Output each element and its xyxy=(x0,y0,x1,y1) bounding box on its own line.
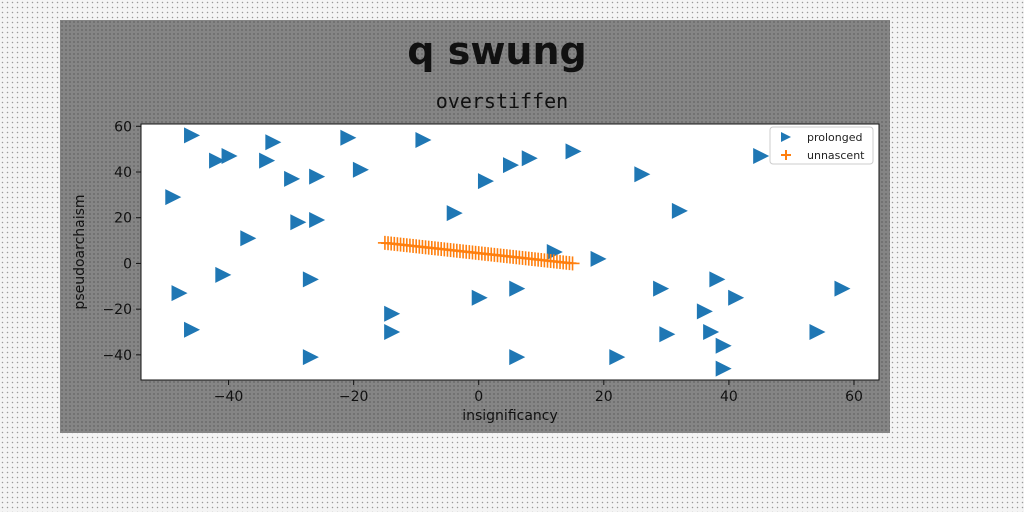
legend: prolonged unnascent xyxy=(769,126,874,165)
data-point-prolonged xyxy=(590,250,607,267)
data-point-prolonged xyxy=(634,166,651,183)
data-point-prolonged xyxy=(384,324,401,340)
y-tick-label: −40 xyxy=(102,348,132,364)
legend-box xyxy=(769,126,874,165)
y-tick-label: −20 xyxy=(102,302,132,318)
data-point-prolonged xyxy=(609,349,626,366)
data-point-prolonged xyxy=(302,349,319,366)
data-point-prolonged xyxy=(503,157,519,174)
data-point-prolonged xyxy=(209,152,226,169)
data-point-prolonged xyxy=(653,280,670,297)
data-point-prolonged xyxy=(284,170,301,187)
data-point-prolonged xyxy=(471,289,488,306)
y-tick-label: 20 xyxy=(114,211,132,227)
x-tick-label: −40 xyxy=(214,389,244,405)
data-point-prolonged xyxy=(240,230,257,247)
y-tick-label: 0 xyxy=(123,256,132,272)
data-point-prolonged xyxy=(290,214,307,231)
data-point-prolonged xyxy=(509,349,526,366)
data-point-prolonged xyxy=(302,271,319,288)
plot-frame xyxy=(140,123,880,381)
y-tick-label: 60 xyxy=(114,119,132,135)
data-point-prolonged xyxy=(446,205,463,222)
data-point-prolonged xyxy=(352,161,369,178)
data-point-prolonged xyxy=(309,168,326,185)
legend-plus-marker-icon xyxy=(781,150,791,160)
chart: q swung overstiffen −40 −20 0 20 40 60 −40 −20 0… xyxy=(72,29,880,424)
x-axis-label: insignificancy xyxy=(462,408,558,424)
chart-title: overstiffen xyxy=(436,89,568,113)
legend-triangle-marker-icon xyxy=(781,132,791,142)
data-point-prolonged xyxy=(259,152,276,169)
data-point-prolonged xyxy=(509,280,526,297)
data-point-prolonged xyxy=(728,289,745,306)
data-point-prolonged xyxy=(809,324,826,340)
data-point-prolonged xyxy=(521,150,538,167)
chart-suptitle: q swung xyxy=(407,29,586,73)
ticks-layer: −40 −20 0 20 40 60 −40 −20 0 20 40 60 xyxy=(102,119,862,405)
data-point-prolonged xyxy=(715,360,732,377)
data-point-prolonged xyxy=(709,271,726,288)
data-point-prolonged xyxy=(165,189,182,206)
x-tick-label: 40 xyxy=(720,389,738,405)
data-point-unnascent xyxy=(565,256,580,271)
x-tick-label: 0 xyxy=(474,389,483,405)
data-point-prolonged xyxy=(215,266,232,283)
x-tick-label: 20 xyxy=(595,389,613,405)
data-point-prolonged xyxy=(184,127,201,144)
data-point-prolonged xyxy=(696,303,713,320)
data-point-prolonged xyxy=(671,202,688,219)
data-point-prolonged xyxy=(703,324,720,340)
data-point-prolonged xyxy=(834,280,851,297)
figure-panel: q swung overstiffen −40 −20 0 20 40 60 −40 −20 0… xyxy=(60,20,890,433)
y-axis-label: pseudoarchaism xyxy=(72,194,88,309)
y-tick-label: 40 xyxy=(114,165,132,181)
data-point-prolonged xyxy=(265,134,282,151)
data-point-prolonged xyxy=(477,173,494,190)
data-point-prolonged xyxy=(715,337,732,354)
legend-label-prolonged: prolonged xyxy=(807,131,862,144)
x-tick-label: −20 xyxy=(339,389,369,405)
x-tick-label: 60 xyxy=(845,389,863,405)
data-point-prolonged xyxy=(184,321,201,338)
marks-layer xyxy=(165,127,851,377)
data-point-prolonged xyxy=(171,285,188,302)
data-point-prolonged xyxy=(753,148,770,164)
data-point-prolonged xyxy=(565,143,582,160)
data-point-prolonged xyxy=(415,132,432,148)
data-point-prolonged xyxy=(384,305,401,322)
data-point-prolonged xyxy=(340,129,357,146)
data-point-prolonged xyxy=(659,326,676,343)
data-point-prolonged xyxy=(309,212,326,228)
data-point-prolonged xyxy=(221,148,238,164)
legend-label-unnascent: unnascent xyxy=(807,149,865,162)
